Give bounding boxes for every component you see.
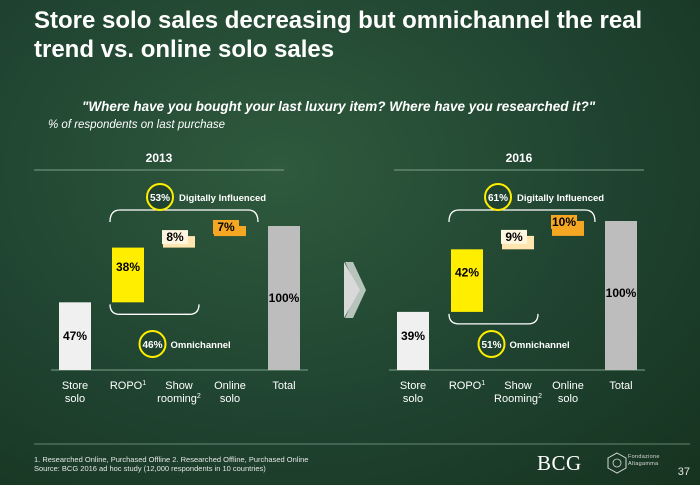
chart-2013-bar-total bbox=[268, 226, 300, 370]
chart-2016-omni-circle bbox=[477, 330, 506, 358]
chart-2016-digital-bracket bbox=[448, 209, 596, 223]
chart-2016-digital-label: Digitally Influenced bbox=[517, 193, 604, 204]
chart-2016-omni-value: 51% bbox=[481, 340, 501, 351]
chart-2013-category-total: Total bbox=[272, 380, 295, 392]
chart-2016-value-label-store-solo: 39% bbox=[401, 329, 425, 343]
chart-2016-category-total: Total bbox=[609, 380, 632, 392]
chart-2013-digital-value: 53% bbox=[150, 193, 170, 204]
survey-question: "Where have you bought your last luxury … bbox=[82, 99, 596, 114]
chart-2013-digital-label: Digitally Influenced bbox=[179, 193, 266, 204]
chart-2016-year: 2016 bbox=[506, 151, 533, 165]
transition-arrow-icon bbox=[344, 262, 360, 318]
next-arrow-icon bbox=[345, 262, 366, 318]
chart-2013-year: 2013 bbox=[146, 151, 173, 165]
chart-2016-value-label-showrooming: 9% bbox=[505, 230, 523, 244]
chart-2013-digital-bracket bbox=[109, 209, 259, 223]
slide-title: Store solo sales decreasing but omnichan… bbox=[34, 7, 643, 63]
chart-2016-value-label-ropo: 42% bbox=[455, 266, 479, 280]
chart-2013-category-store-solo: Store solo bbox=[62, 380, 88, 405]
chart-2013-digital-circle bbox=[146, 183, 174, 211]
chart-2016-category-showrooming: Show Rooming2 bbox=[494, 380, 542, 405]
chart-2013-omni-bracket bbox=[109, 304, 200, 315]
chart-2016-value-label-total: 100% bbox=[606, 286, 637, 300]
chart-2016-category-online-solo: Online solo bbox=[552, 380, 584, 405]
chart-2016-omni-label: Omnichannel bbox=[510, 340, 570, 351]
chart-2016-bar-store-solo bbox=[397, 311, 429, 370]
chart-2013-value-label-showrooming: 8% bbox=[166, 230, 184, 244]
chart-2016-bar-ropo bbox=[451, 249, 483, 312]
chart-subtitle: % of respondents on last purchase bbox=[48, 119, 226, 131]
chart-2013-value-label-total: 100% bbox=[269, 291, 300, 305]
footnote-source: Source: BCG 2016 ad hoc study (12,000 re… bbox=[34, 464, 266, 473]
bcg-logo: BCG bbox=[537, 451, 582, 475]
altagamma-logo: Fondazione Altagamma bbox=[628, 454, 660, 467]
chart-2013-category-ropo: ROPO1 bbox=[110, 380, 146, 392]
footnote-definitions: 1. Researched Online, Purchased Offline … bbox=[34, 455, 309, 464]
chart-2016-label-bg-online-solo bbox=[551, 215, 577, 229]
chart-2016-category-ropo: ROPO1 bbox=[449, 380, 485, 392]
chart-2013-bar-ropo bbox=[112, 247, 144, 303]
chart-2016-label-bg-showrooming bbox=[501, 229, 527, 244]
chart-2016-value-label-online-solo: 10% bbox=[552, 215, 576, 229]
chart-2013-value-label-ropo: 38% bbox=[116, 260, 140, 274]
chart-2013-label-bg-showrooming bbox=[162, 230, 188, 245]
chart-2016-omni-bracket bbox=[448, 313, 539, 325]
chart-2013-label-bg-online-solo bbox=[213, 220, 239, 234]
chart-2013-value-label-online-solo: 7% bbox=[217, 220, 235, 234]
chart-2016-digital-circle bbox=[484, 183, 512, 211]
chart-2013-category-showrooming: Show rooming2 bbox=[157, 380, 201, 405]
chart-2013-value-label-store-solo: 47% bbox=[63, 329, 87, 343]
chart-2016-digital-value: 61% bbox=[488, 193, 508, 204]
chart-2013-omni-value: 46% bbox=[142, 340, 162, 351]
chart-2013-omni-label: Omnichannel bbox=[171, 340, 231, 351]
page-number: 37 bbox=[677, 466, 690, 478]
chart-2013-category-online-solo: Online solo bbox=[214, 380, 246, 405]
chart-2016-category-store-solo: Store solo bbox=[400, 380, 426, 405]
chart-2013-omni-circle bbox=[138, 330, 167, 358]
chart-2013-bar-store-solo bbox=[59, 302, 91, 370]
altagamma-emblem-icon bbox=[607, 452, 627, 474]
chart-2016-bar-total bbox=[605, 221, 637, 370]
